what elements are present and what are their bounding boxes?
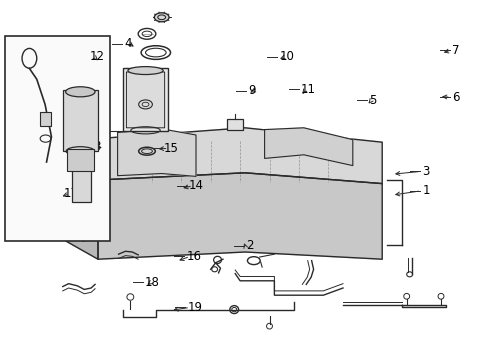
Text: 1: 1	[422, 184, 430, 197]
Ellipse shape	[66, 87, 95, 97]
Ellipse shape	[128, 67, 163, 75]
Polygon shape	[66, 139, 98, 259]
Bar	[72, 158, 91, 202]
Text: 12: 12	[89, 50, 104, 63]
Text: 16: 16	[186, 250, 201, 263]
FancyBboxPatch shape	[126, 72, 165, 128]
Text: 18: 18	[145, 276, 160, 289]
Text: 11: 11	[301, 83, 316, 96]
Polygon shape	[98, 173, 382, 259]
Bar	[67, 149, 94, 171]
Text: 8: 8	[93, 140, 100, 153]
Text: 5: 5	[369, 94, 376, 107]
Bar	[123, 68, 168, 131]
Ellipse shape	[154, 13, 169, 22]
Text: 17: 17	[64, 187, 79, 200]
Polygon shape	[265, 128, 353, 166]
Text: 4: 4	[124, 37, 131, 50]
Bar	[63, 90, 98, 151]
Text: 13: 13	[141, 89, 156, 102]
Text: 9: 9	[248, 84, 255, 97]
Bar	[227, 119, 243, 130]
Bar	[5, 36, 110, 241]
Text: 10: 10	[279, 50, 294, 63]
Text: 7: 7	[452, 44, 459, 57]
Text: 15: 15	[164, 142, 178, 155]
Polygon shape	[98, 128, 382, 184]
Text: 3: 3	[422, 165, 430, 178]
Polygon shape	[118, 129, 196, 176]
Text: 6: 6	[452, 91, 459, 104]
Text: 14: 14	[189, 179, 204, 192]
Text: 2: 2	[246, 239, 253, 252]
Bar	[40, 112, 51, 126]
Text: 19: 19	[187, 301, 202, 314]
